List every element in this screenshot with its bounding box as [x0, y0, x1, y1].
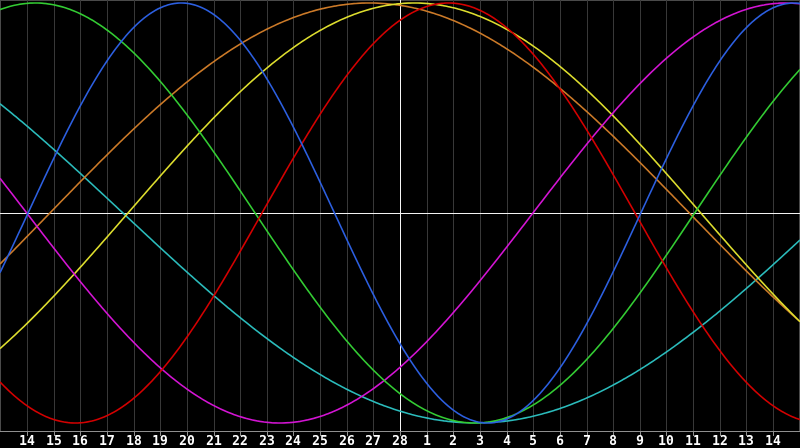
x-axis: 14 15 16 17 18 19 20 21 22 23 24 25 26 27 28 1 2 3 4 5 6 7 8 9 1… — [0, 431, 800, 448]
x-tick-mark — [214, 432, 215, 436]
x-tick-mark — [720, 432, 721, 436]
x-tick-mark — [107, 432, 108, 436]
x-tick-label: 26 — [339, 434, 355, 448]
x-tick-mark — [320, 432, 321, 436]
x-tick-mark — [267, 432, 268, 436]
x-tick-label: 25 — [312, 434, 328, 448]
x-tick-mark — [773, 432, 774, 436]
x-tick-label: 15 — [46, 434, 62, 448]
x-tick-label: 5 — [529, 434, 537, 448]
curve-cycle-48-day — [0, 2, 800, 323]
curve-cycle-28-day — [0, 2, 800, 424]
x-tick-label: 10 — [658, 434, 674, 448]
x-tick-label: 16 — [72, 434, 88, 448]
x-tick-mark — [693, 432, 694, 436]
x-tick-mark — [640, 432, 641, 436]
curve-cycle-53-day — [0, 103, 800, 424]
x-tick-mark — [293, 432, 294, 436]
x-tick-label: 14 — [765, 434, 781, 448]
x-tick-label: 7 — [583, 434, 591, 448]
x-tick-label: 4 — [503, 434, 511, 448]
curve-cycle-33-day — [0, 2, 800, 424]
x-tick-mark — [507, 432, 508, 436]
x-tick-label: 20 — [179, 434, 195, 448]
x-tick-label: 22 — [232, 434, 248, 448]
x-tick-mark — [134, 432, 135, 436]
x-tick-mark — [666, 432, 667, 436]
x-tick-mark — [480, 432, 481, 436]
curve-cycle-43-day — [0, 2, 800, 350]
x-tick-label: 17 — [99, 434, 115, 448]
x-tick-label: 12 — [712, 434, 728, 448]
x-tick-mark — [453, 432, 454, 436]
x-tick-mark — [746, 432, 747, 436]
x-tick-mark — [373, 432, 374, 436]
x-tick-label: 28 — [392, 434, 408, 448]
plot-svg — [0, 0, 800, 431]
x-tick-label: 2 — [449, 434, 457, 448]
x-tick-label: 11 — [685, 434, 701, 448]
x-tick-mark — [27, 432, 28, 436]
x-tick-mark — [160, 432, 161, 436]
x-tick-mark — [80, 432, 81, 436]
x-tick-mark — [587, 432, 588, 436]
x-tick-mark — [240, 432, 241, 436]
x-tick-mark — [400, 432, 401, 436]
x-tick-label: 3 — [476, 434, 484, 448]
x-tick-label: 18 — [126, 434, 142, 448]
x-tick-label: 1 — [423, 434, 431, 448]
x-tick-mark — [560, 432, 561, 436]
x-tick-label: 14 — [19, 434, 35, 448]
x-tick-label: 21 — [206, 434, 222, 448]
curve-cycle-23-day — [0, 2, 800, 424]
curve-cycle-38-day — [0, 2, 800, 424]
x-tick-label: 6 — [556, 434, 564, 448]
x-tick-mark — [347, 432, 348, 436]
x-tick-label: 9 — [636, 434, 644, 448]
x-tick-mark — [613, 432, 614, 436]
x-tick-label: 13 — [738, 434, 754, 448]
x-tick-mark — [187, 432, 188, 436]
x-tick-label: 19 — [152, 434, 168, 448]
x-tick-label: 23 — [259, 434, 275, 448]
x-tick-mark — [54, 432, 55, 436]
x-tick-label: 8 — [609, 434, 617, 448]
x-tick-label: 27 — [365, 434, 381, 448]
x-tick-label: 24 — [285, 434, 301, 448]
x-tick-mark — [533, 432, 534, 436]
x-tick-mark — [427, 432, 428, 436]
